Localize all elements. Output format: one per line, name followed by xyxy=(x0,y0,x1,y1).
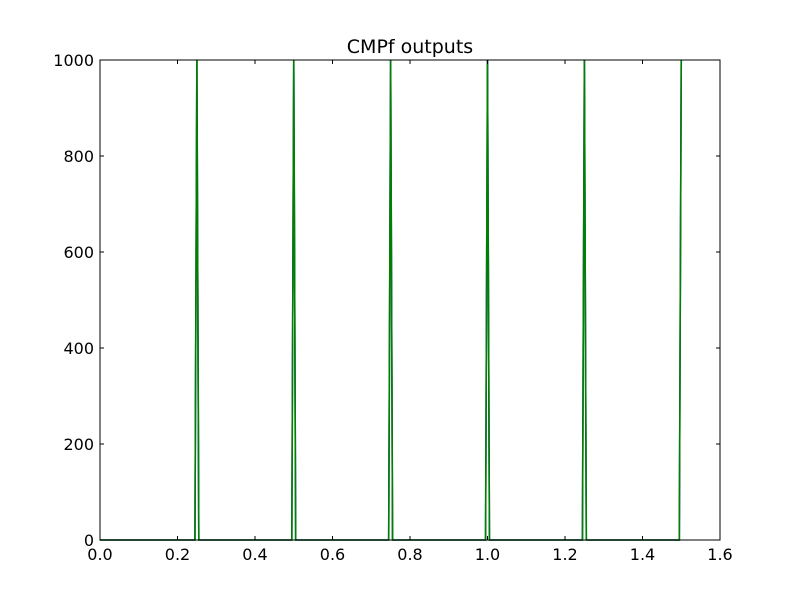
x-tick-label: 0.4 xyxy=(242,545,267,564)
y-tick-label: 1000 xyxy=(53,51,94,70)
x-tick-label: 1.4 xyxy=(630,545,655,564)
y-tick-label: 0 xyxy=(84,531,94,550)
x-tick-label: 0.8 xyxy=(397,545,422,564)
x-tick-label: 0.2 xyxy=(165,545,190,564)
x-tick-label: 1.2 xyxy=(552,545,577,564)
x-tick-label: 0.0 xyxy=(87,545,112,564)
y-tick-label: 800 xyxy=(63,147,94,166)
x-tick-label: 1.0 xyxy=(475,545,500,564)
series-layer xyxy=(100,59,683,541)
x-axis: 0.0 0.2 0.4 0.6 0.8 1.0 1.2 1.4 1.6 xyxy=(87,60,733,564)
y-tick-label: 200 xyxy=(63,435,94,454)
y-tick-label: 400 xyxy=(63,339,94,358)
y-axis: 0 200 400 600 800 1000 xyxy=(53,51,720,550)
x-tick-label: 0.6 xyxy=(320,545,345,564)
x-tick-label: 1.6 xyxy=(707,545,732,564)
series-line-1 xyxy=(100,59,683,541)
chart-title: CMPf outputs xyxy=(347,36,473,58)
y-tick-label: 600 xyxy=(63,243,94,262)
